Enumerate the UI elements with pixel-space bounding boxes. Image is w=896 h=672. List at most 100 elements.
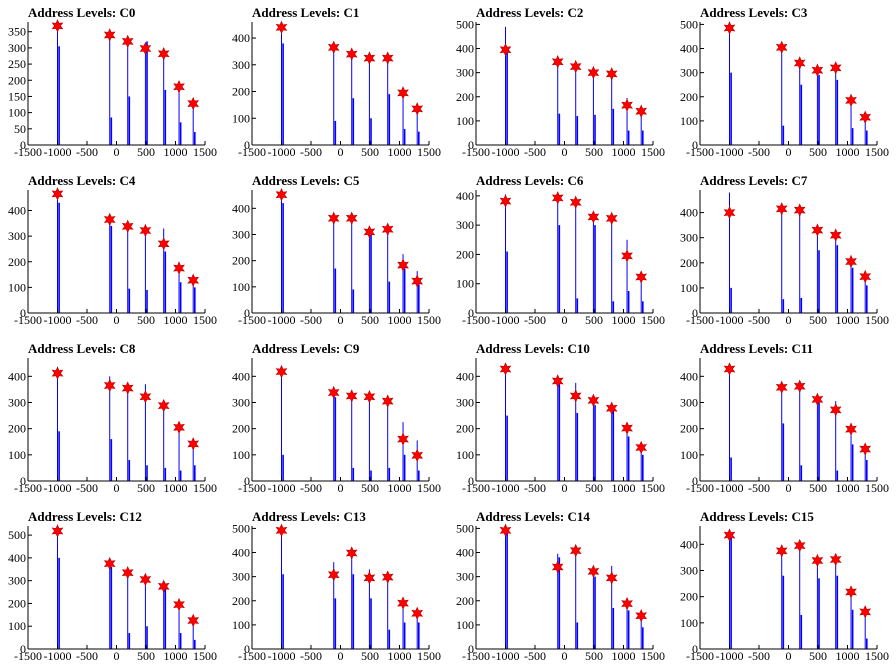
x-tick-label: 1000	[164, 145, 188, 159]
peak-marker	[723, 205, 736, 220]
peak-marker	[139, 572, 152, 587]
y-tick-label: 300	[8, 574, 26, 588]
x-tick-label: -1000	[268, 649, 296, 663]
x-tick-label: -500	[300, 649, 322, 663]
peak-marker	[51, 19, 64, 33]
chart-panel: Address Levels: C3 0 100 200 300 400 500 -1500-…	[672, 0, 896, 168]
x-tick-label: -1000	[268, 313, 296, 327]
chart-plot: 0 100 200 300 400 500 -1500 -1000 -500 0 500 1000 15…	[232, 521, 441, 663]
x-tick-label: -1500	[14, 649, 42, 663]
x-tick-label: 500	[361, 481, 379, 495]
y-tick-label: 200	[680, 90, 698, 104]
peak-marker	[121, 34, 134, 49]
y-tick-label: 400	[680, 42, 698, 56]
chart-panel: Address Levels: C9 0 100 200 300 400 -1500 -100…	[224, 336, 448, 504]
peak-marker	[587, 65, 600, 80]
x-tick-label: -500	[300, 313, 322, 327]
peak-marker	[499, 194, 512, 208]
x-tick-label: -1000	[44, 481, 72, 495]
x-tick-label: 500	[361, 649, 379, 663]
x-tick-label: -1000	[268, 481, 296, 495]
x-tick-label: 500	[361, 145, 379, 159]
peak-marker	[793, 379, 806, 394]
x-tick-label: 1500	[865, 145, 889, 159]
y-tick-label: 0	[20, 474, 26, 488]
y-tick-label: 400	[8, 369, 26, 383]
x-tick-label: -1000	[492, 313, 520, 327]
y-tick-label: 200	[680, 256, 698, 270]
chart-title: Address Levels: C7	[700, 173, 808, 188]
x-tick-label: 1500	[641, 481, 665, 495]
x-tick-label: -1500	[14, 481, 42, 495]
y-tick-label: 300	[232, 58, 250, 72]
y-tick-label: 0	[468, 474, 474, 488]
peak-marker	[397, 432, 409, 446]
y-tick-label: 0	[20, 138, 26, 152]
y-tick-label: 200	[456, 422, 474, 436]
x-tick-label: -500	[76, 145, 98, 159]
y-tick-label: 300	[456, 570, 474, 584]
x-tick-label: 1000	[388, 481, 412, 495]
x-tick-label: 500	[809, 145, 827, 159]
peak-marker	[381, 222, 394, 237]
x-tick-label: -500	[524, 649, 546, 663]
x-tick-label: -1000	[492, 649, 520, 663]
chart-plot: 0 100 200 300 400 -1500 -1000 -500 0 500 1000 1500	[232, 187, 441, 327]
chart-plot: 0 100 200 300 400 -1500 -1000 -500 0 500 1000 1500	[456, 189, 665, 327]
peak-marker	[635, 608, 648, 623]
y-tick-label: 300	[232, 570, 250, 584]
x-tick-label: 0	[562, 481, 568, 495]
y-tick-label: 400	[232, 201, 250, 215]
x-tick-label: -1500	[238, 145, 266, 159]
x-tick-label: 500	[585, 313, 603, 327]
x-tick-label: -500	[76, 649, 98, 663]
x-tick-label: 500	[361, 313, 379, 327]
x-tick-label: -1000	[716, 313, 744, 327]
x-tick-label: 1500	[865, 649, 889, 663]
x-tick-label: -500	[748, 481, 770, 495]
x-tick-label: 0	[338, 313, 344, 327]
x-tick-label: -500	[748, 145, 770, 159]
y-tick-label: 100	[8, 106, 26, 120]
peak-marker	[157, 398, 170, 413]
chart-title: Address Levels: C0	[28, 5, 136, 20]
peak-marker	[859, 269, 872, 284]
peak-marker	[793, 56, 806, 70]
x-tick-label: 1000	[612, 313, 636, 327]
x-tick-label: 1500	[193, 649, 217, 663]
x-tick-label: 1000	[164, 649, 188, 663]
chart-plot: 0 100 200 300 400 500 -1500 -1000 -500 0 500 1000 15…	[8, 524, 217, 663]
y-tick-label: 300	[456, 218, 474, 232]
chart-plot: 0 100 200 300 400 500 -1500 -1000 -500 0 500 1000 15…	[680, 17, 889, 159]
y-tick-label: 0	[692, 138, 698, 152]
x-tick-label: -1500	[462, 481, 490, 495]
x-tick-label: -1500	[686, 481, 714, 495]
chart-panel: Address Levels: C11 0 100 200 300 400 -1500 -10…	[672, 336, 896, 504]
chart-title: Address Levels: C15	[700, 509, 814, 524]
x-tick-label: 0	[338, 649, 344, 663]
peak-marker	[187, 613, 200, 628]
x-tick-label: 1000	[836, 313, 860, 327]
peak-marker	[845, 585, 857, 599]
y-tick-label: 0	[692, 306, 698, 320]
y-tick-label: 200	[232, 422, 250, 436]
peak-marker	[51, 187, 64, 201]
x-tick-label: 0	[786, 145, 792, 159]
peak-marker	[551, 191, 564, 205]
chart-panel: Address Levels: C5 0 100 200 300 400 -1500 -100…	[224, 168, 448, 336]
y-tick-label: 400	[680, 537, 698, 551]
x-tick-label: -500	[524, 145, 546, 159]
peak-marker	[157, 237, 170, 251]
x-tick-label: 1500	[417, 481, 441, 495]
y-tick-label: 300	[8, 41, 26, 55]
y-tick-label: 100	[456, 618, 474, 632]
chart-panel: Address Levels: C4 0 100 200 300 400 -1500 -100…	[0, 168, 224, 336]
peak-marker	[569, 195, 582, 210]
y-tick-label: 100	[8, 280, 26, 294]
x-tick-label: -1500	[238, 649, 266, 663]
x-tick-label: 1500	[193, 145, 217, 159]
y-tick-label: 100	[232, 280, 250, 294]
y-tick-label: 0	[244, 474, 250, 488]
x-tick-label: -1000	[492, 481, 520, 495]
x-tick-label: 0	[562, 649, 568, 663]
